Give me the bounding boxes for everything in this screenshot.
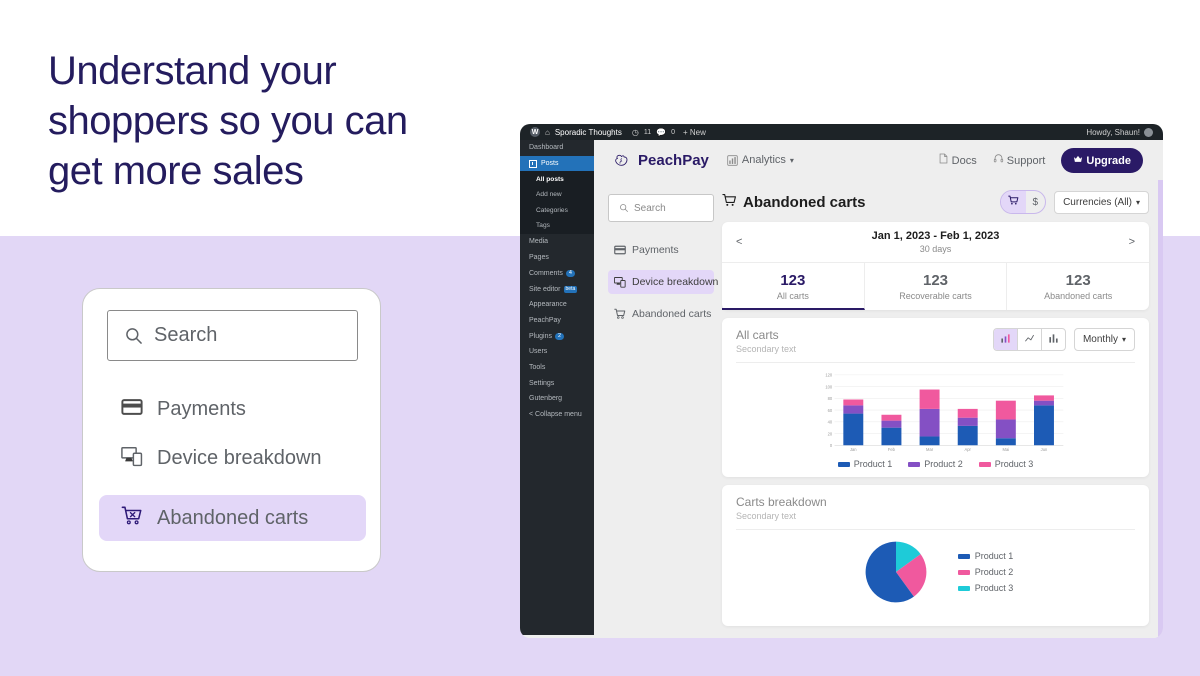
svg-text:Mar: Mar	[926, 447, 934, 452]
svg-text:Jun: Jun	[1041, 447, 1048, 452]
svg-text:40: 40	[828, 420, 833, 425]
svg-text:Jan: Jan	[850, 447, 857, 452]
svg-text:0: 0	[830, 443, 833, 448]
svg-text:20: 20	[828, 431, 833, 436]
svg-text:Mai: Mai	[1003, 447, 1010, 452]
svg-text:100: 100	[825, 384, 833, 389]
svg-text:Feb: Feb	[888, 447, 896, 452]
svg-text:80: 80	[828, 396, 833, 401]
svg-text:120: 120	[825, 373, 833, 378]
svg-text:60: 60	[828, 408, 833, 413]
svg-text:Apr: Apr	[965, 447, 972, 452]
